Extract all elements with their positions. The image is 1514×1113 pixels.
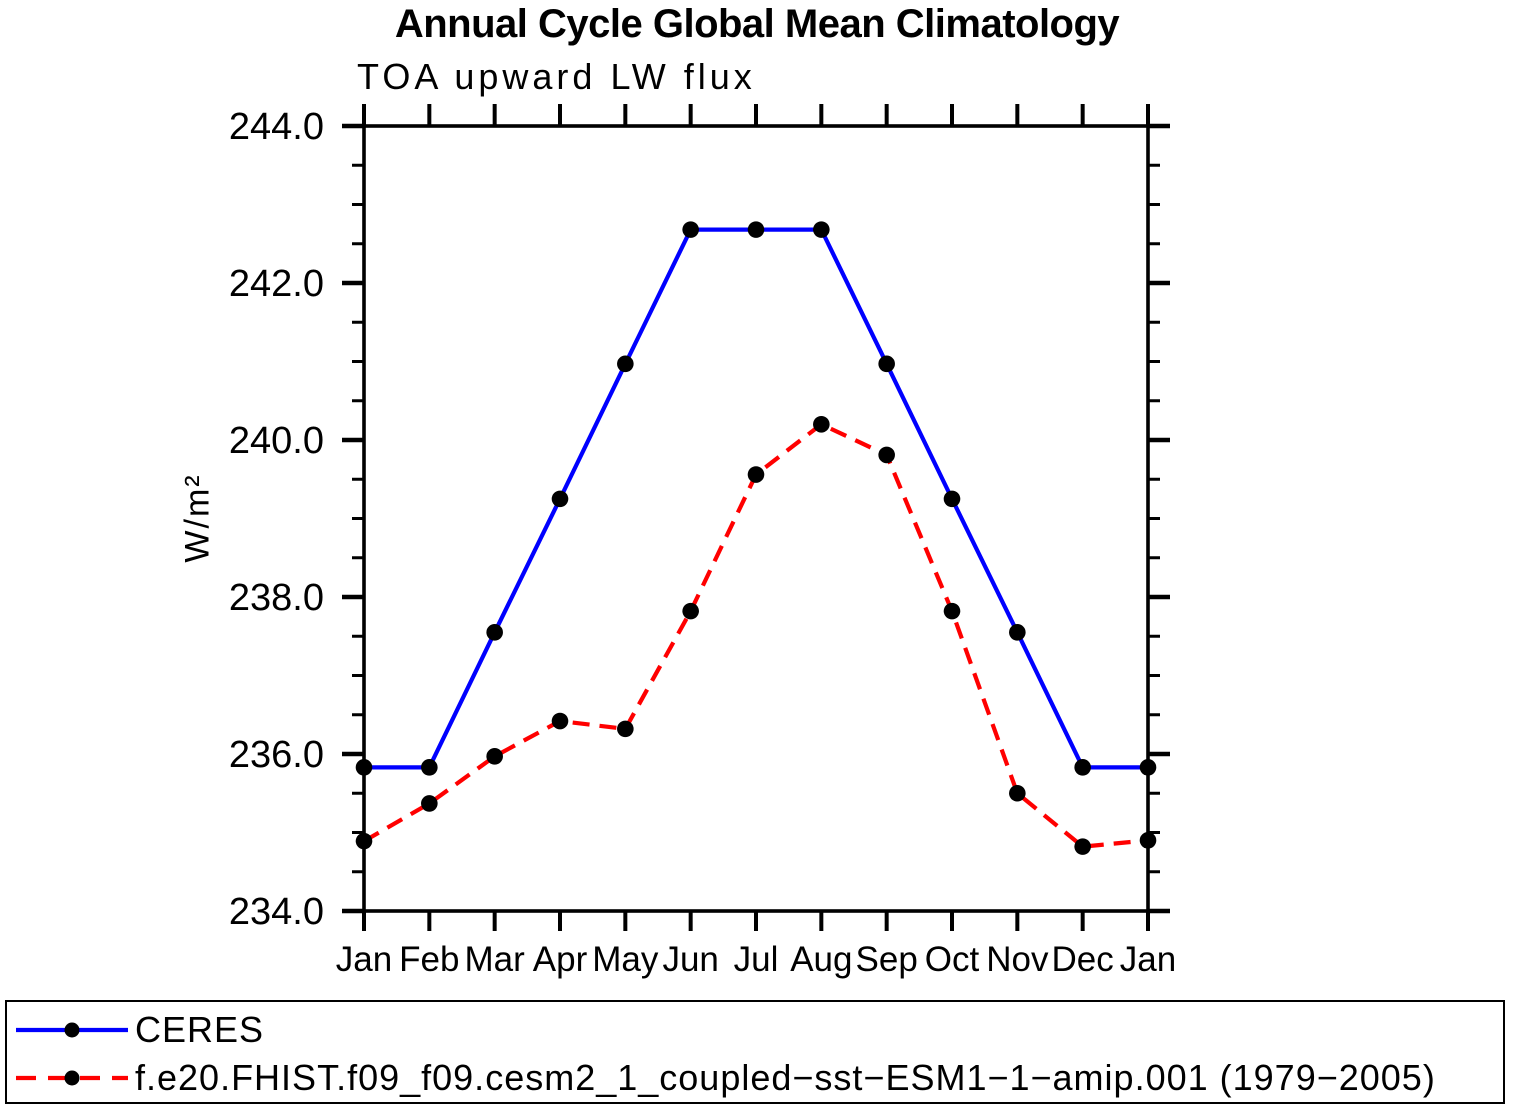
- model-data-marker: [878, 446, 895, 464]
- y-tick-label: 238.0: [229, 577, 324, 619]
- ceres-data-marker: [1009, 624, 1026, 641]
- x-tick-label: Aug: [790, 940, 852, 979]
- x-tick-label: Mar: [465, 940, 526, 979]
- ceres-data-marker: [421, 759, 438, 776]
- ceres-data-marker: [813, 221, 830, 238]
- x-tick-label: Sep: [856, 940, 918, 979]
- model-data-marker: [551, 712, 569, 730]
- model-data-marker: [682, 602, 699, 620]
- ceres-data-marker: [551, 490, 569, 508]
- ceres-data-marker: [617, 355, 634, 373]
- y-tick-label: 236.0: [229, 734, 324, 776]
- y-tick-label: 242.0: [229, 263, 324, 305]
- x-tick-label: Dec: [1052, 940, 1114, 979]
- model-data-marker: [617, 720, 634, 738]
- x-tick-label: Jun: [662, 940, 718, 979]
- ceres-data-marker: [943, 490, 961, 508]
- model-line: [362, 422, 1149, 849]
- y-tick-label: 244.0: [229, 106, 324, 148]
- model-legend-marker-dot: [64, 1070, 80, 1086]
- model-data-marker: [943, 602, 961, 620]
- x-tick-label: Jul: [734, 940, 779, 979]
- ceres-data-marker: [1074, 759, 1091, 776]
- axis-frame: [362, 124, 1150, 913]
- x-tick-label: Jan: [1120, 940, 1176, 979]
- ceres-data-marker: [486, 624, 503, 641]
- x-tick-label: Oct: [925, 940, 980, 979]
- x-tick-label: Apr: [533, 940, 588, 979]
- ceres-data-marker: [1139, 759, 1157, 776]
- y-tick-label: 240.0: [229, 420, 324, 462]
- x-tick-label: May: [592, 940, 659, 979]
- legend-item-ceres: CERES: [13, 1009, 265, 1050]
- chart-title: Annual Cycle Global Mean Climatology: [394, 2, 1120, 46]
- ceres-line: [364, 227, 1148, 770]
- chart-subtitle: TOA upward LW flux: [357, 56, 756, 97]
- model-data-marker: [421, 795, 438, 812]
- model-data-marker: [1139, 832, 1157, 849]
- model-data-marker: [813, 416, 830, 433]
- model-legend-line-sample: [16, 1070, 128, 1086]
- model-data-marker: [355, 832, 373, 850]
- ceres-legend-label: CERES: [135, 1009, 265, 1050]
- model-data-marker: [747, 466, 765, 483]
- model-data-marker: [486, 748, 503, 765]
- model-data-marker: [1009, 784, 1026, 802]
- ceres-legend-line-sample: [16, 1022, 128, 1038]
- ceres-data-marker: [878, 355, 895, 373]
- legend: CERES f.e20.FHIST.f09_f09.cesm2_1_couple…: [5, 1000, 1505, 1104]
- y-tick-label: 234.0: [229, 891, 324, 933]
- ceres-data-marker: [747, 221, 765, 238]
- x-tick-label: Feb: [399, 940, 459, 979]
- model-data-marker: [1074, 838, 1091, 855]
- ceres-data-marker: [355, 759, 373, 776]
- x-tick-label: Nov: [986, 940, 1049, 979]
- model-legend-label: f.e20.FHIST.f09_f09.cesm2_1_coupled−sst−…: [135, 1057, 1436, 1098]
- ceres-legend-marker-dot: [64, 1022, 80, 1038]
- x-tick-label: Jan: [336, 940, 392, 979]
- ceres-data-marker: [682, 221, 699, 238]
- legend-item-model: f.e20.FHIST.f09_f09.cesm2_1_coupled−sst−…: [13, 1057, 1436, 1098]
